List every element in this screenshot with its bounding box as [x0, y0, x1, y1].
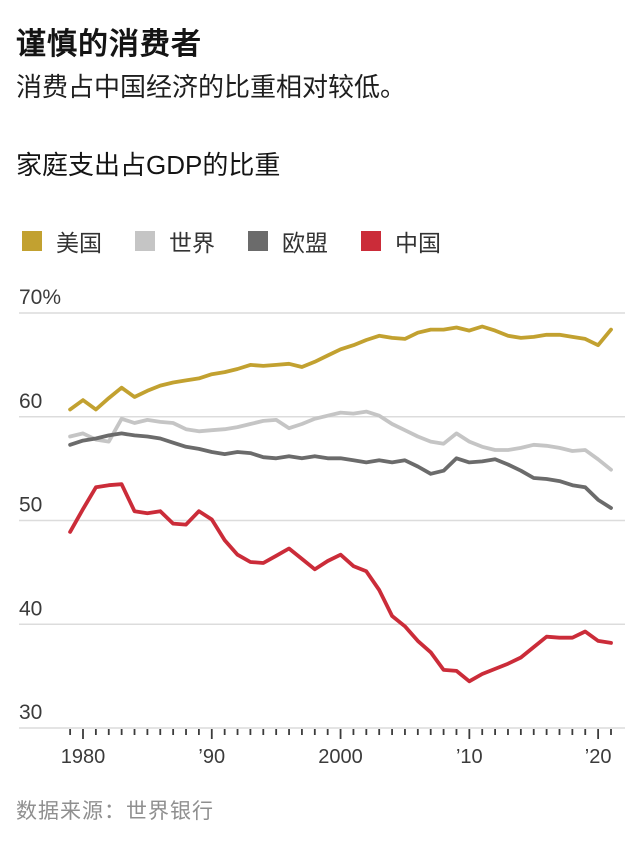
legend-swatch-world [135, 231, 155, 251]
legend-swatch-eu [248, 231, 268, 251]
y-tick-label: 30 [19, 701, 42, 724]
chart-title: 家庭支出占GDP的比重 [16, 150, 281, 180]
legend-label-china: 中国 [395, 230, 441, 256]
x-tick-label: ’10 [456, 746, 483, 768]
legend-swatch-china [361, 231, 381, 251]
legend-item-eu: 欧盟 [248, 224, 328, 258]
x-tick-label: ’90 [198, 746, 225, 768]
legend-swatch-us [22, 231, 42, 251]
article-subtitle: 消费占中国经济的比重相对较低。 [16, 72, 407, 102]
legend-item-china: 中国 [361, 224, 441, 258]
series-line-eu [68, 431, 613, 510]
x-tick-label: ’20 [585, 746, 612, 768]
chart-svg: 70% 60 50 40 30 1980 ’90 2000 ’10 ’20 [19, 286, 625, 768]
y-tick-label: 60 [19, 390, 42, 413]
y-tick-label: 50 [19, 494, 42, 517]
y-tick-label: 70% [19, 286, 61, 309]
chart-legend: 美国 世界 欧盟 中国 [22, 224, 441, 258]
series-line-us [68, 324, 613, 412]
x-tick-label: 1980 [61, 746, 106, 768]
source-note: 数据来源：世界银行 [16, 800, 214, 823]
article-title: 谨慎的消费者 [16, 28, 202, 61]
series-line-china [68, 482, 613, 684]
x-tick-label: 2000 [318, 746, 363, 768]
y-tick-label: 40 [19, 597, 42, 620]
legend-label-world: 世界 [169, 230, 215, 256]
legend-label-us: 美国 [56, 230, 102, 256]
legend-item-us: 美国 [22, 224, 102, 258]
series-line-world [68, 409, 613, 472]
legend-item-world: 世界 [135, 224, 215, 258]
legend-label-eu: 欧盟 [282, 230, 328, 256]
